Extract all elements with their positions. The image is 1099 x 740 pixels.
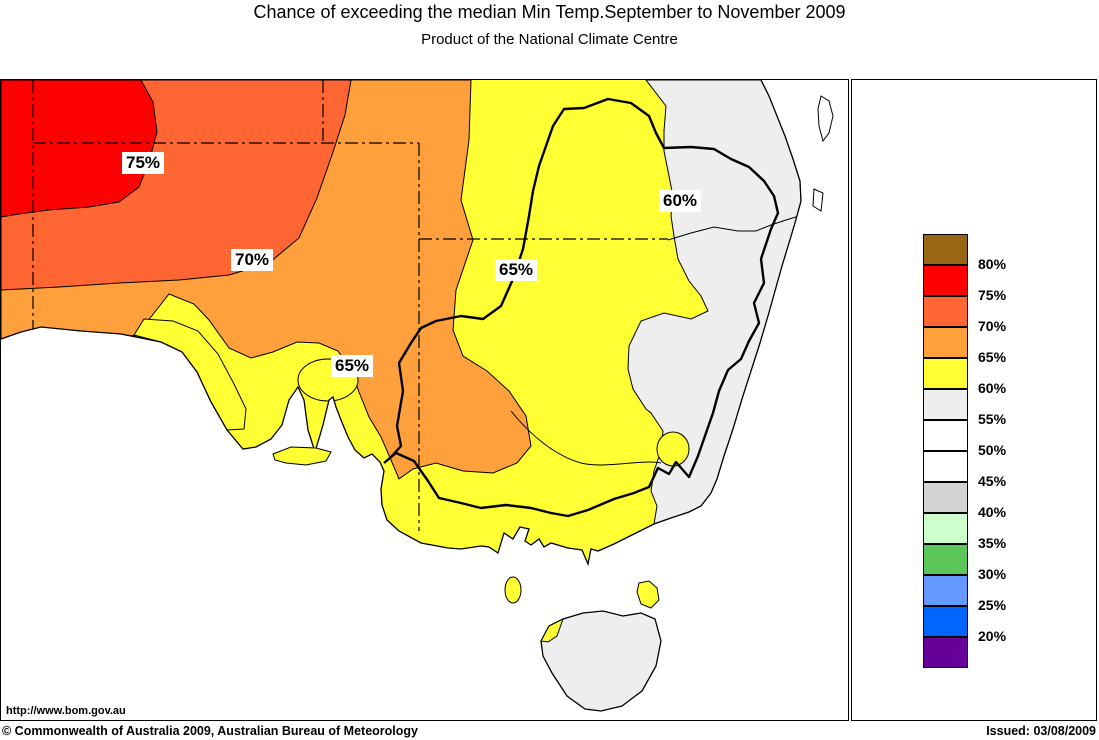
legend-label-30: 30% (978, 566, 1007, 582)
legend-label-80: 80% (978, 256, 1007, 272)
kangaroo-island (272, 446, 332, 466)
legend-label-70: 70% (978, 318, 1007, 334)
victoria-river (510, 410, 662, 466)
qld-nsw-border-east (667, 215, 800, 241)
legend-label-25: 25% (978, 597, 1007, 613)
map-panel: 75% 70% 65% 60% 65% http://www.bom.gov.a… (0, 79, 849, 721)
legend-swatch-25-30 (923, 575, 968, 606)
region-75 (1, 80, 158, 218)
legend-label-75: 75% (978, 287, 1007, 303)
contour-label-75: 75% (122, 152, 165, 175)
legend-swatch-30-35 (923, 544, 968, 575)
legend-swatch-55-60 (923, 389, 968, 420)
legend-label-65: 65% (978, 349, 1007, 365)
legend-label-45: 45% (978, 473, 1007, 489)
flinders-island (636, 580, 660, 609)
king-island (504, 576, 522, 604)
legend-swatch-40-45 (923, 482, 968, 513)
legend-swatch-45-50 (923, 451, 968, 482)
legend-swatch-below-20 (923, 637, 968, 668)
fraser-island (817, 95, 834, 143)
legend-swatch-75-80 (923, 265, 968, 296)
contour-label-60: 60% (659, 190, 702, 213)
legend-label-55: 55% (978, 411, 1007, 427)
legend-swatch-20-25 (923, 606, 968, 637)
legend-label-20: 20% (978, 628, 1007, 644)
contour-label-65-sa: 65% (331, 355, 374, 378)
page-title: Chance of exceeding the median Min Temp.… (253, 2, 846, 22)
legend-panel: 80% 75% 70% 65% 60% 55% 50% 45% 40% 35% … (851, 79, 1097, 721)
contour-label-65-nsw: 65% (495, 259, 538, 282)
tasmania (540, 610, 662, 712)
legend-swatch-65-70 (923, 327, 968, 358)
legend-swatch-60-65 (923, 358, 968, 389)
australia-map (1, 80, 834, 712)
legend-swatch-above-80 (923, 234, 968, 265)
legend-swatch-35-40 (923, 513, 968, 544)
page-subtitle: Product of the National Climate Centre (421, 31, 678, 48)
legend-label-60: 60% (978, 380, 1007, 396)
issued-date-text: Issued: 03/08/2009 (986, 724, 1096, 738)
copyright-text: © Commonwealth of Australia 2009, Austra… (2, 724, 418, 738)
legend-label-40: 40% (978, 504, 1007, 520)
bom-url-text: http://www.bom.gov.au (6, 705, 126, 717)
yellow-patch-alpine (656, 431, 690, 467)
legend-label-35: 35% (978, 535, 1007, 551)
legend-swatch-50-55 (923, 420, 968, 451)
legend-label-50: 50% (978, 442, 1007, 458)
legend-swatch-70-75 (923, 296, 968, 327)
murray-darling-river (383, 97, 780, 518)
tasmania-yellow-tip (540, 617, 564, 643)
moreton-island (812, 188, 824, 212)
contour-label-70: 70% (231, 249, 274, 272)
mainland-coastline (1, 80, 802, 567)
